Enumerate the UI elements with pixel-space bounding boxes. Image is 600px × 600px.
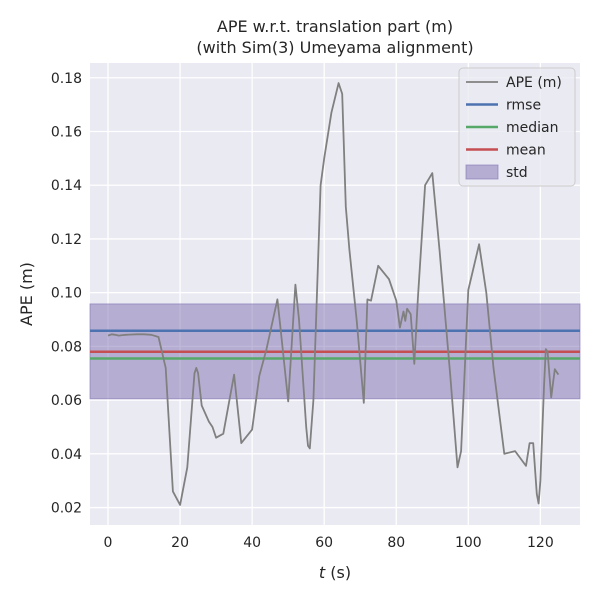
y-tick-label: 0.06 [51,393,82,409]
x-axis-label-variable: t [319,563,326,582]
legend: APE (m) rmse median mean std [458,67,576,187]
x-tick-label: 40 [243,535,261,551]
legend-frame [458,67,576,187]
chart-title: APE w.r.t. translation part (m) [217,17,453,36]
legend-label-ape-m: APE (m) [506,75,562,91]
ape-series-line [107,82,560,506]
statistic-lines [90,329,580,360]
x-tick-labels: 0 20 40 60 80 100 120 [104,535,554,551]
legend-label-rmse: rmse [506,98,541,114]
y-tick-label: 0.04 [51,447,82,463]
legend-label-std: std [506,165,528,181]
legend-swatch-std [465,164,499,180]
x-tick-label: 120 [527,535,554,551]
legend-label-mean: mean [506,143,546,159]
y-tick-label: 0.08 [51,339,82,355]
x-tick-label: 60 [315,535,333,551]
y-tick-labels: 0.02 0.04 0.06 0.08 0.10 0.12 0.14 0.16 0.18 [51,71,82,517]
y-tick-label: 0.10 [51,286,82,302]
chart-subtitle: (with Sim(3) Umeyama alignment) [196,38,473,57]
y-tick-label: 0.16 [51,124,82,140]
y-tick-label: 0.14 [51,178,82,194]
y-tick-label: 0.12 [51,232,82,248]
y-tick-label: 0.18 [51,71,82,87]
y-tick-label: 0.02 [51,501,82,517]
legend-items: APE (m) rmse median mean std [465,75,562,181]
x-axis-label: t (s) [319,563,351,582]
legend-label-median: median [506,120,558,136]
x-axis-label-unit: (s) [325,563,351,582]
x-tick-label: 100 [455,535,482,551]
ape-series-layer [107,82,560,506]
y-axis-label: APE (m) [17,262,36,326]
x-tick-label: 0 [104,535,113,551]
x-tick-label: 20 [171,535,189,551]
x-tick-label: 80 [387,535,405,551]
